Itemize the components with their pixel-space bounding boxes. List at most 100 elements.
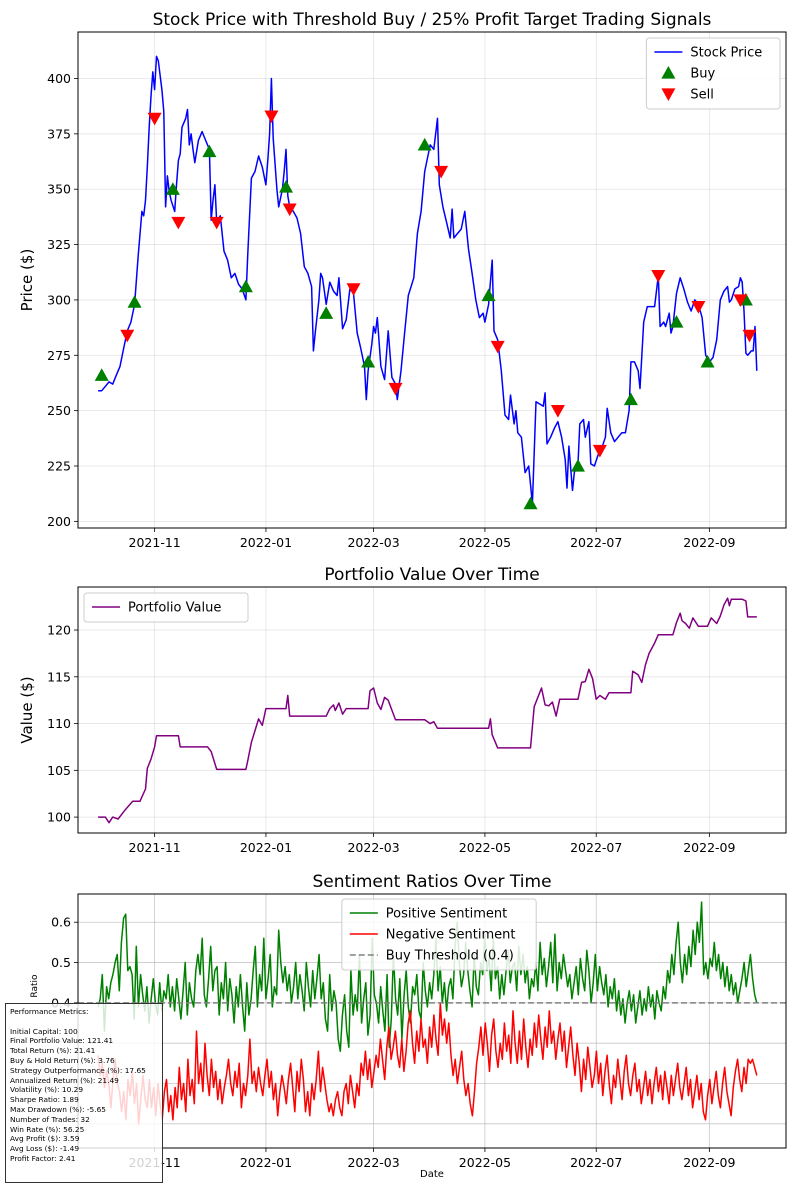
- buy-marker: [669, 315, 684, 328]
- sell-marker: [733, 294, 748, 307]
- metrics-title: Performance Metrics:: [10, 1007, 89, 1016]
- buy-marker: [165, 182, 180, 195]
- x-axis-label: Date: [420, 1169, 444, 1180]
- legend-box: [83, 592, 249, 623]
- x-tick-label: 2022-09: [683, 535, 735, 550]
- chart-panel-3: [74, 893, 787, 1152]
- x-tick-label: 2022-05: [459, 840, 511, 855]
- metric-line: Annualized Return (%): 21.49: [10, 1075, 119, 1085]
- series-line-negative-sentiment: [97, 1002, 758, 1125]
- x-tick-label: 2022-07: [570, 840, 622, 855]
- x-tick-label: 2021-11: [129, 840, 181, 855]
- sell-marker: [691, 300, 706, 314]
- y-tick-label: 250: [47, 403, 71, 418]
- y-tick-label: 300: [47, 292, 71, 307]
- legend-label: Positive Sentiment: [386, 907, 507, 922]
- chart-panel-1: [74, 31, 787, 532]
- plot-frame: [77, 31, 787, 529]
- metric-line: Number of Trades: 32: [10, 1114, 90, 1124]
- buy-marker: [279, 180, 294, 193]
- y-tick-label: 115: [47, 669, 71, 684]
- metric-line: Final Portfolio Value: 121.41: [10, 1036, 114, 1046]
- x-tick-label: 2022-01: [240, 840, 292, 855]
- x-tick-label: 2022-07: [570, 535, 622, 550]
- sell-marker: [434, 165, 449, 179]
- legend-label: Sell: [690, 88, 713, 103]
- y-axis-label: Value ($): [18, 676, 36, 743]
- sell-marker: [120, 329, 135, 343]
- sell-marker: [282, 203, 297, 217]
- buy-marker: [570, 459, 585, 472]
- y-axis-label: Ratio: [30, 974, 40, 998]
- y-tick-label: 275: [47, 348, 71, 363]
- y-tick-label: 200: [47, 514, 71, 529]
- buy-marker: [417, 137, 432, 151]
- sell-marker: [651, 269, 666, 283]
- sell-marker: [171, 216, 186, 230]
- metric-line: Volatility (%): 10.29: [10, 1085, 84, 1095]
- metric-line: Buy & Hold Return (%): 3.76: [10, 1055, 115, 1065]
- x-tick-label: 2022-01: [240, 1155, 292, 1170]
- legend-box: [341, 898, 537, 971]
- chart-title: Portfolio Value Over Time: [324, 565, 539, 585]
- y-tick-label: 0.6: [51, 915, 71, 930]
- buy-marker: [361, 354, 376, 368]
- sell-marker: [490, 340, 505, 354]
- y-axis-label: Price ($): [18, 249, 36, 312]
- plot-frame: [77, 586, 787, 834]
- buy-marker: [202, 144, 217, 158]
- y-tick-label: 110: [47, 716, 71, 731]
- buy-marker: [481, 288, 496, 302]
- metric-line: Total Return (%): 21.41: [10, 1046, 96, 1056]
- x-tick-label: 2021-11: [129, 535, 181, 550]
- legend-label: Portfolio Value: [128, 601, 221, 616]
- legend-label: Negative Sentiment: [386, 928, 516, 943]
- y-tick-label: 0.5: [51, 955, 71, 970]
- metric-line: Strategy Outperformance (%): 17.65: [10, 1065, 146, 1075]
- metric-line: Profit Factor: 2.41: [10, 1153, 76, 1163]
- buy-marker: [623, 392, 638, 406]
- chart-title: Stock Price with Threshold Buy / 25% Pro…: [153, 10, 712, 30]
- y-tick-label: 225: [47, 459, 71, 474]
- metric-line: Avg Profit ($): 3.59: [10, 1134, 80, 1144]
- legend-label: Buy: [690, 67, 715, 82]
- metric-line: Initial Capital: 100: [10, 1026, 78, 1036]
- sell-marker: [592, 444, 607, 458]
- buy-marker: [700, 354, 715, 368]
- y-tick-label: 120: [47, 623, 71, 638]
- buy-marker: [94, 368, 109, 381]
- buy-marker: [319, 306, 334, 319]
- y-tick-label: 100: [47, 810, 71, 825]
- metric-line: Win Rate (%): 56.25: [10, 1124, 85, 1134]
- x-tick-label: 2022-01: [240, 535, 292, 550]
- sell-marker: [346, 283, 361, 296]
- sell-marker: [264, 110, 279, 124]
- sell-marker: [209, 216, 224, 230]
- sell-marker: [147, 112, 162, 126]
- legend-label: Stock Price: [690, 46, 762, 61]
- legend-marker: [661, 66, 676, 79]
- x-tick-label: 2022-09: [683, 1155, 735, 1170]
- x-tick-label: 2022-03: [347, 535, 399, 550]
- performance-metrics-box: Performance Metrics: Initial Capital: 10…: [5, 1003, 163, 1183]
- legend-marker: [661, 88, 676, 101]
- buy-marker: [238, 279, 253, 293]
- x-tick-label: 2022-05: [459, 1155, 511, 1170]
- x-tick-label: 2022-09: [683, 840, 735, 855]
- sell-marker: [550, 405, 565, 418]
- y-tick-label: 375: [47, 126, 71, 141]
- metric-line: Max Drawdown (%): -5.65: [10, 1104, 106, 1114]
- metric-line: Avg Loss ($): -1.49: [10, 1144, 80, 1154]
- x-tick-label: 2022-03: [347, 840, 399, 855]
- sell-marker: [388, 382, 403, 396]
- series-line-stock-price: [98, 55, 758, 505]
- buy-marker: [127, 295, 142, 308]
- series-line-portfolio-value: [98, 597, 757, 824]
- chart-title: Sentiment Ratios Over Time: [312, 872, 551, 892]
- legend-label: Buy Threshold (0.4): [386, 949, 514, 964]
- y-tick-label: 350: [47, 182, 71, 197]
- chart-panel-2: [74, 586, 787, 837]
- buy-marker: [523, 496, 538, 510]
- sell-marker: [742, 329, 757, 343]
